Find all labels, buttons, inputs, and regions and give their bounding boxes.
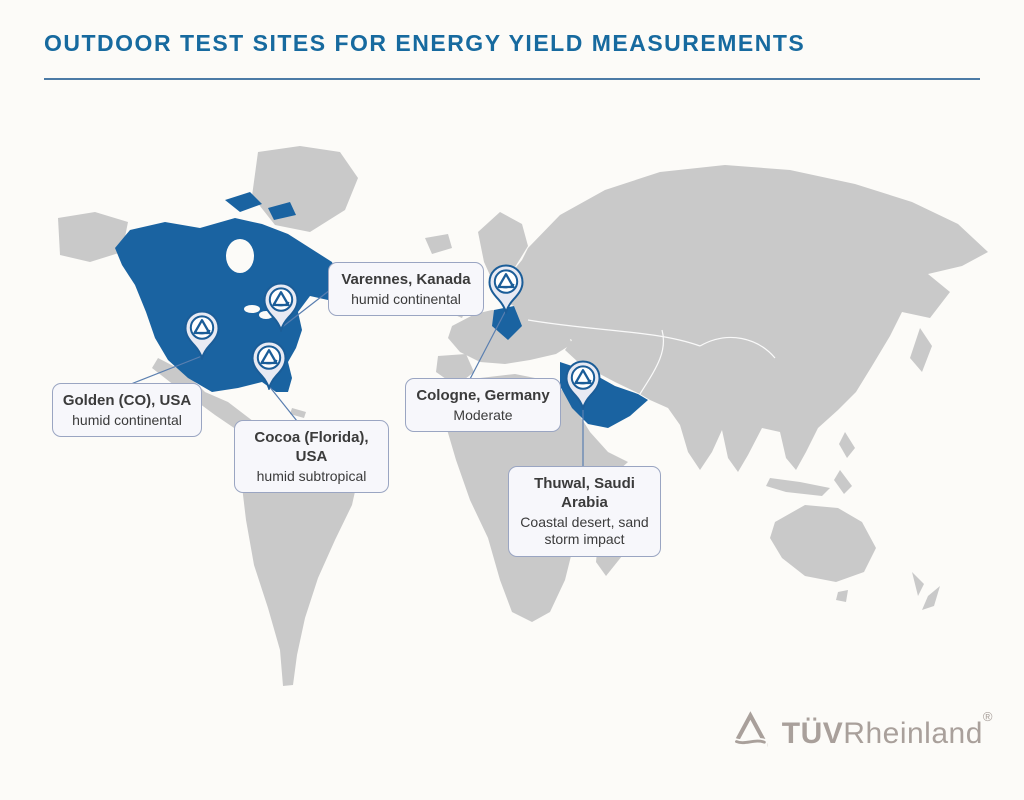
site-climate: Coastal desert, sand storm impact	[520, 513, 649, 548]
region-canada-usa	[115, 218, 340, 392]
region-germany	[492, 306, 522, 340]
site-name: Cocoa (Florida), USA	[254, 429, 369, 465]
callout-cocoa: Cocoa (Florida), USA humid subtropical	[234, 420, 389, 493]
landmass-australia	[770, 505, 876, 582]
site-name: Golden (CO), USA	[62, 392, 192, 409]
site-climate: humid continental	[351, 290, 461, 307]
callout-cologne: Cologne, Germany Moderate	[405, 378, 561, 433]
site-climate: humid subtropical	[256, 467, 367, 484]
tuv-pin-icon	[253, 342, 286, 389]
site-name: Thuwal, Saudi Arabia	[534, 475, 635, 511]
connector-cocoa	[268, 385, 298, 422]
site-climate: humid continental	[72, 411, 182, 428]
tuv-pin-icon	[186, 312, 219, 359]
site-climate: Moderate	[453, 406, 513, 423]
site-name: Varennes, Kanada	[341, 271, 471, 288]
tuv-triangle-icon	[733, 711, 768, 748]
map-pin-golden	[184, 310, 220, 360]
map-pin-cocoa	[251, 340, 287, 390]
map-pin-thuwal	[565, 360, 601, 410]
callout-golden: Golden (CO), USA humid continental	[52, 383, 202, 438]
connector-cologne	[469, 309, 507, 380]
landmass-alaska	[58, 212, 128, 262]
map-pin-cologne	[488, 264, 524, 314]
brand-wordmark: TÜVRheinland®	[782, 709, 993, 751]
tuv-pin-icon	[567, 362, 600, 409]
tuv-pin-icon	[265, 284, 298, 331]
page-title: OUTDOOR TEST SITES FOR ENERGY YIELD MEAS…	[44, 30, 806, 56]
landmass-asia	[494, 165, 988, 472]
site-name: Cologne, Germany	[416, 387, 550, 404]
brand-tuv: TÜV	[781, 717, 844, 750]
map-pin-varennes	[263, 282, 299, 332]
callout-varennes: Varennes, Kanada humid continental	[328, 262, 484, 317]
registered-mark: ®	[982, 709, 993, 724]
title-divider	[44, 78, 980, 80]
brand-rheinland: Rheinland	[843, 717, 983, 750]
tuv-pin-icon	[490, 266, 523, 313]
connector-golden	[130, 355, 203, 385]
callout-thuwal: Thuwal, Saudi Arabia Coastal desert, san…	[508, 466, 661, 557]
tuv-rheinland-logo: TÜVRheinland®	[733, 700, 993, 760]
connector-varennes	[280, 289, 331, 329]
landmass-greenland	[252, 146, 358, 232]
